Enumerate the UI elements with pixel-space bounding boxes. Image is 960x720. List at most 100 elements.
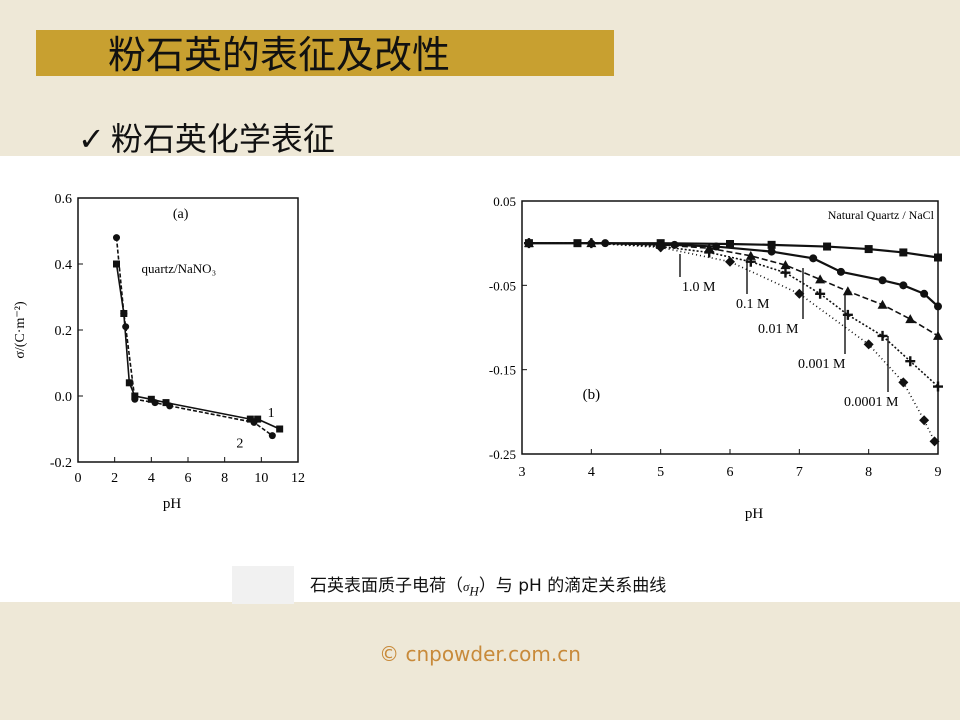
title-bar <box>36 30 614 76</box>
chart-b: 3 4 5 6 7 8 9 0.05 -0.05 -0.15 -0.25 pH (b) Natural Q… <box>489 194 943 522</box>
data-point-b <box>725 256 735 267</box>
data-point-b <box>899 248 908 257</box>
data-point-b <box>780 267 791 278</box>
data-point-b <box>767 247 776 256</box>
data-point-b <box>780 260 791 270</box>
data-point-b <box>815 274 826 284</box>
caption-sigma: σ <box>463 579 470 594</box>
data-point-b <box>905 356 916 367</box>
data-point-b <box>726 240 734 249</box>
data-point-b <box>877 299 888 309</box>
y-tick-label-a: -0.2 <box>50 456 72 471</box>
chart-a: 0 2 4 6 8 10 12-0.20.00.20.40.6pHσ/(C·m⁻²)(a)q… <box>13 192 305 512</box>
y-tick-label-b: -0.25 <box>489 447 516 462</box>
data-point-a <box>120 310 128 317</box>
panel-label-a: (a) <box>173 207 189 222</box>
data-point-a <box>113 260 120 268</box>
subtitle-row: ✓ 粉石英化学表征 <box>78 118 335 160</box>
data-point-b <box>933 330 943 340</box>
data-point-b <box>863 339 874 350</box>
x-tick-label-b: 4 <box>588 465 595 480</box>
data-point-a <box>151 399 159 407</box>
data-point-b <box>655 242 666 253</box>
data-point-b <box>934 302 942 311</box>
series-label-a: 2 <box>236 437 243 452</box>
x-tick-label-a: 10 <box>254 471 268 486</box>
slide-title: 粉石英的表征及改性 <box>108 33 451 77</box>
x-tick-label-b: 3 <box>519 465 526 480</box>
x-tick-label-b: 7 <box>796 465 803 480</box>
x-tick-label-a: 4 <box>148 471 155 486</box>
data-point-b <box>767 240 776 249</box>
data-point-b <box>934 253 942 262</box>
data-point-a <box>246 415 254 423</box>
data-point-a <box>113 234 120 242</box>
y-tick-label-a: 0.6 <box>55 192 73 207</box>
figure-caption: 石英表面质子电荷（σH）与 pH 的滴定关系曲线 <box>310 572 666 605</box>
data-point-a <box>276 425 284 433</box>
legend-title-b: Natural Quartz / NaCl <box>828 208 935 222</box>
data-point-b <box>815 288 826 299</box>
y-axis-label-a: σ/(C·m⁻²) <box>13 301 28 359</box>
data-point-b <box>929 436 940 447</box>
footer-copyright: © cnpowder.com.cn <box>379 642 581 666</box>
x-axis-label-b: pH <box>745 506 764 522</box>
data-point-b <box>898 377 909 388</box>
panel-label-b: (b) <box>583 387 601 403</box>
data-point-b <box>523 238 534 249</box>
x-tick-label-a: 2 <box>111 471 118 486</box>
x-tick-label-a: 12 <box>291 471 305 486</box>
series-label-b: 1.0 M <box>682 280 716 295</box>
caption-suffix: ）与 pH 的滴定关系曲线 <box>478 576 667 596</box>
series-label-b: 0.0001 M <box>844 395 899 410</box>
caption-prefix: 石英表面质子电荷（ <box>310 576 463 596</box>
data-point-b <box>670 240 679 249</box>
data-point-a <box>268 432 276 440</box>
data-point-a <box>162 399 170 407</box>
x-tick-label-b: 8 <box>865 465 872 480</box>
data-point-b <box>864 245 873 254</box>
series-label-a: 1 <box>268 406 275 421</box>
checkmark-icon: ✓ <box>78 120 105 158</box>
y-tick-label-a: 0.2 <box>55 324 73 339</box>
data-point-b <box>586 238 597 249</box>
series-line-b <box>528 242 936 442</box>
plot-frame-b <box>521 200 939 455</box>
y-tick-label-a: 0.0 <box>55 390 73 405</box>
series-line-a <box>115 263 280 430</box>
x-tick-label-b: 6 <box>727 465 734 480</box>
y-tick-label-b: -0.05 <box>489 278 516 293</box>
data-point-b <box>823 242 832 251</box>
y-tick-label-a: 0.4 <box>55 258 73 273</box>
caption-image-blot <box>232 566 294 604</box>
series-label-b: 0.1 M <box>736 297 770 312</box>
data-point-b <box>809 254 818 263</box>
series-label-b: 0.01 M <box>758 322 799 337</box>
data-point-b <box>836 267 845 276</box>
data-point-a <box>254 415 262 423</box>
data-point-a <box>131 395 139 403</box>
data-point-b <box>920 289 929 298</box>
data-point-b <box>919 415 930 426</box>
y-tick-label-b: 0.05 <box>493 194 516 209</box>
data-point-b <box>704 247 715 258</box>
data-point-a <box>147 395 155 403</box>
x-axis-label-a: pH <box>163 496 182 512</box>
figure-panel: 0 2 4 6 8 10 12 -0.2 0.0 0.2 0.4 0.6 pH σ/(C·m⁻²) (a) q… <box>0 156 960 602</box>
series-line-b <box>528 242 939 308</box>
data-point-b <box>794 288 805 299</box>
data-point-b <box>842 286 853 296</box>
x-tick-label-a: 8 <box>221 471 228 486</box>
annotation-a: quartz/NaNO₃ <box>142 261 217 276</box>
data-point-a <box>125 379 133 387</box>
data-point-b <box>878 276 887 285</box>
data-point-a <box>122 323 130 331</box>
caption-sigma-subscript: H <box>469 583 479 599</box>
data-point-b <box>877 330 888 341</box>
data-point-a <box>250 418 258 426</box>
data-point-b <box>905 314 916 324</box>
x-tick-label-a: 0 <box>75 471 82 486</box>
subtitle-text: 粉石英化学表征 <box>110 120 335 158</box>
series-line-b <box>528 242 939 388</box>
data-point-a <box>166 402 174 410</box>
